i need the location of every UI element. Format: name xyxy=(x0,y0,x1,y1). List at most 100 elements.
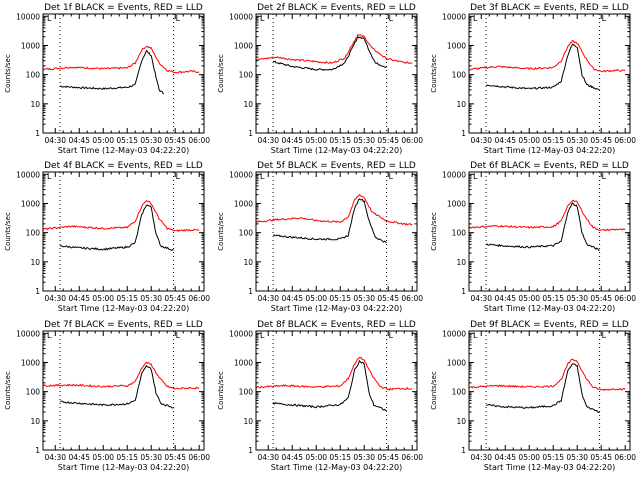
x-tick-label: 04:30 xyxy=(44,136,66,145)
y-tick-label: 1000 xyxy=(234,358,253,367)
x-tick-label: 04:45 xyxy=(281,294,303,303)
series-lld xyxy=(255,356,413,392)
y-tick-label: 10 xyxy=(456,258,466,267)
x-tick-label: 05:00 xyxy=(92,294,114,303)
marker-letter: L xyxy=(176,331,181,340)
panel-title: Det 4f BLACK = Events, RED = LLD xyxy=(44,161,203,171)
plot-frame xyxy=(468,171,631,292)
y-axis-label: Counts/sec xyxy=(217,212,225,251)
y-tick-label: 10000 xyxy=(442,12,466,21)
x-tick-label: 05:45 xyxy=(164,294,186,303)
marker-letter: L xyxy=(602,14,607,23)
x-axis-label: Start Time (12-May-03 04:22:20) xyxy=(271,304,402,313)
series-events xyxy=(59,364,174,409)
x-tick-label: 05:30 xyxy=(140,294,162,303)
marker-letter: L xyxy=(602,331,607,340)
y-tick-label: 1000 xyxy=(21,41,40,50)
marker-letter: L xyxy=(389,172,394,181)
x-tick-label: 04:45 xyxy=(494,453,516,462)
x-axis-label: Start Time (12-May-03 04:22:20) xyxy=(58,463,189,472)
y-tick-label: 10000 xyxy=(16,170,40,179)
series-events xyxy=(59,204,174,252)
y-tick-label: 1 xyxy=(461,446,466,455)
marker-letter: L xyxy=(260,14,265,23)
x-axis-label: Start Time (12-May-03 04:22:20) xyxy=(484,463,615,472)
y-tick-label: 1 xyxy=(248,287,253,296)
y-tick-label: 10 xyxy=(243,417,253,426)
x-tick-label: 05:45 xyxy=(590,294,612,303)
y-tick-label: 100 xyxy=(26,388,41,397)
y-tick-label: 1 xyxy=(461,129,466,138)
y-tick-label: 100 xyxy=(239,388,254,397)
plot-frame xyxy=(42,13,205,134)
panel-det-4: Det 4f BLACK = Events, RED = LLD 1 10 100 10… xyxy=(4,161,210,313)
x-tick-label: 05:45 xyxy=(377,453,399,462)
x-tick-label: 06:00 xyxy=(614,453,636,462)
x-tick-label: 05:00 xyxy=(92,453,114,462)
x-tick-label: 05:45 xyxy=(164,136,186,145)
x-tick-label: 05:15 xyxy=(329,294,351,303)
y-axis-label: Counts/sec xyxy=(430,212,438,251)
panel-title: Det 1f BLACK = Events, RED = LLD xyxy=(44,3,203,13)
x-axis-label: Start Time (12-May-03 04:22:20) xyxy=(484,304,615,313)
x-tick-label: 06:00 xyxy=(614,136,636,145)
panel-det-5: Det 5f BLACK = Events, RED = LLD 1 10 100 10… xyxy=(217,161,423,313)
y-tick-label: 1000 xyxy=(447,358,466,367)
y-tick-label: 10000 xyxy=(16,329,40,338)
series-events xyxy=(485,43,600,91)
series-events xyxy=(272,35,387,71)
y-tick-label: 10 xyxy=(456,417,466,426)
panel-det-1: Det 1f BLACK = Events, RED = LLD 1 10 100 10… xyxy=(4,3,210,155)
x-tick-label: 05:15 xyxy=(542,136,564,145)
y-axis-label: Counts/sec xyxy=(4,54,12,93)
x-tick-label: 05:15 xyxy=(116,294,138,303)
y-axis-label: Counts/sec xyxy=(430,54,438,93)
y-tick-label: 1 xyxy=(248,446,253,455)
x-tick-label: 04:30 xyxy=(257,136,279,145)
series-lld xyxy=(255,193,413,226)
panel-det-6: Det 6f BLACK = Events, RED = LLD 1 10 100 10… xyxy=(430,161,636,313)
y-tick-label: 10000 xyxy=(229,170,253,179)
panel-title: Det 8f BLACK = Events, RED = LLD xyxy=(257,320,416,330)
plot-frame xyxy=(42,171,205,292)
x-tick-label: 05:30 xyxy=(353,136,375,145)
y-tick-label: 1 xyxy=(35,287,40,296)
marker-letter: L xyxy=(389,14,394,23)
y-tick-label: 1000 xyxy=(234,41,253,50)
y-tick-label: 1 xyxy=(461,287,466,296)
x-tick-label: 04:45 xyxy=(494,294,516,303)
y-tick-label: 10 xyxy=(456,100,466,109)
x-tick-label: 04:30 xyxy=(470,453,492,462)
y-axis-label: Counts/sec xyxy=(217,54,225,93)
x-tick-label: 04:45 xyxy=(68,453,90,462)
marker-letter: L xyxy=(47,331,52,340)
x-tick-label: 05:45 xyxy=(590,453,612,462)
x-tick-label: 05:30 xyxy=(140,453,162,462)
panel-title: Det 7f BLACK = Events, RED = LLD xyxy=(44,320,203,330)
y-tick-label: 100 xyxy=(26,71,41,80)
x-tick-label: 04:30 xyxy=(470,136,492,145)
panel-det-7: Det 7f BLACK = Events, RED = LLD 1 10 100 10… xyxy=(4,320,210,472)
x-tick-label: 05:00 xyxy=(305,136,327,145)
y-tick-label: 1000 xyxy=(21,199,40,208)
x-tick-label: 05:15 xyxy=(116,136,138,145)
x-tick-label: 05:30 xyxy=(353,453,375,462)
x-tick-label: 05:45 xyxy=(164,453,186,462)
plot-frame xyxy=(468,330,631,451)
x-tick-label: 06:00 xyxy=(401,294,423,303)
x-tick-label: 05:30 xyxy=(566,136,588,145)
plot-frame xyxy=(255,171,418,292)
series-events xyxy=(486,202,600,251)
x-tick-label: 06:00 xyxy=(188,136,210,145)
panel-title: Det 9f BLACK = Events, RED = LLD xyxy=(470,320,629,330)
marker-letter: L xyxy=(389,331,394,340)
x-tick-label: 04:45 xyxy=(68,136,90,145)
marker-letter: L xyxy=(473,172,478,181)
panel-det-2: Det 2f BLACK = Events, RED = LLD 1 10 100 10… xyxy=(217,3,423,155)
x-tick-label: 04:45 xyxy=(281,136,303,145)
detector-panels: Det 1f BLACK = Events, RED = LLD11010010… xyxy=(4,3,636,472)
series-lld xyxy=(468,39,626,73)
x-tick-label: 05:30 xyxy=(140,136,162,145)
y-tick-label: 1000 xyxy=(447,199,466,208)
